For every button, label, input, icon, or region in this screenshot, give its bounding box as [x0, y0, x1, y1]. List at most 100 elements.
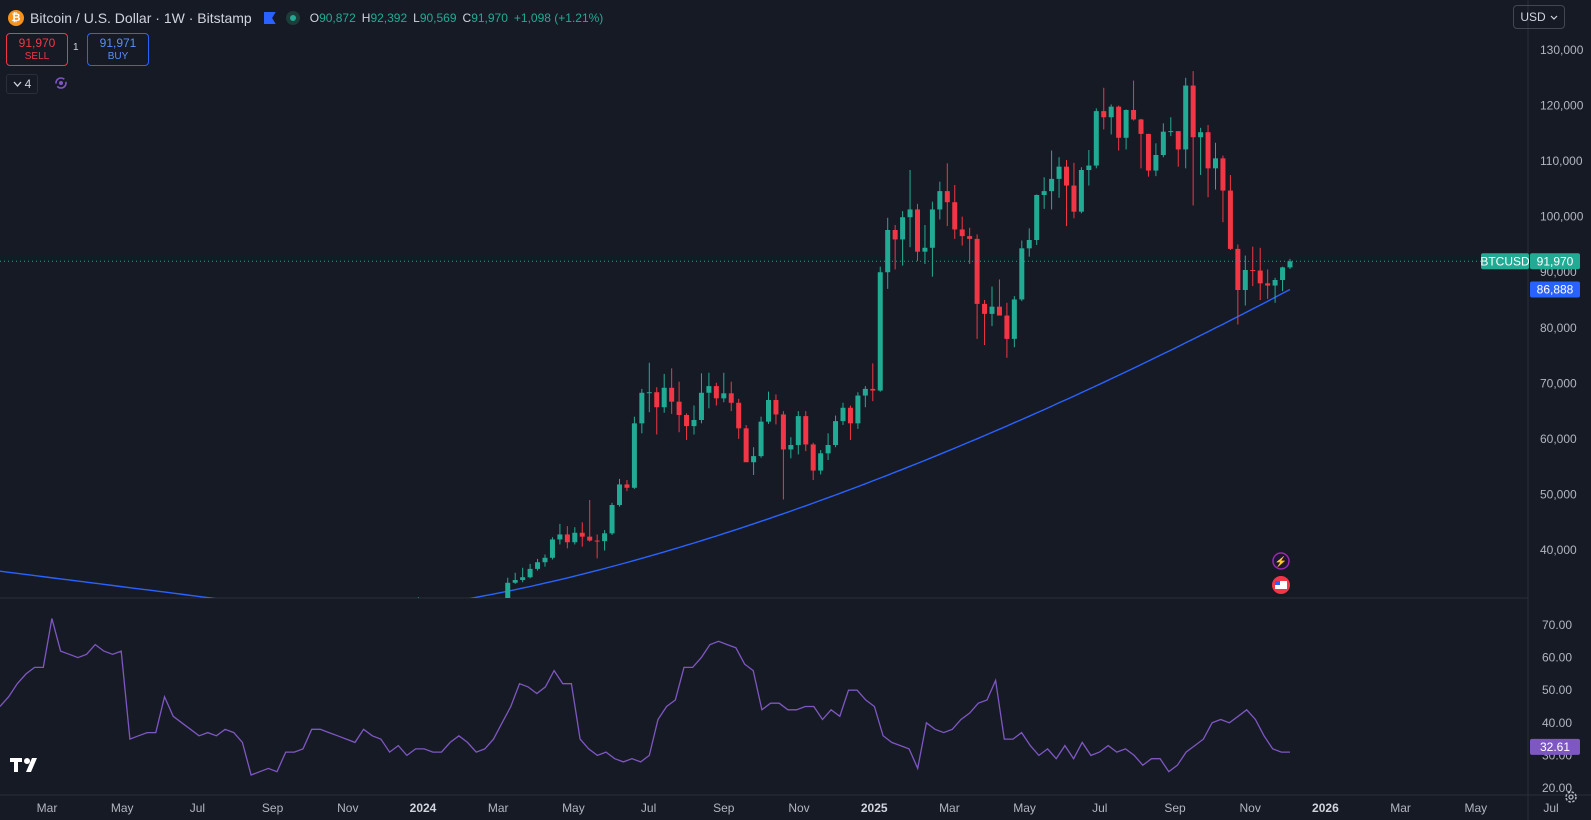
- rsi-pane[interactable]: [0, 618, 1290, 776]
- candle-body: [1175, 131, 1181, 150]
- low-key: L: [413, 11, 420, 25]
- candle-body: [1168, 131, 1174, 133]
- candle-body: [840, 407, 846, 422]
- candle-body: [356, 606, 361, 607]
- tradingview-logo-icon[interactable]: [10, 756, 42, 779]
- ma-value-tag-bg: [1530, 281, 1580, 298]
- candle-body: [379, 604, 384, 605]
- candle-body: [1265, 283, 1271, 286]
- candle-body: [386, 604, 391, 607]
- candle-body: [1056, 166, 1062, 179]
- candle-body: [609, 505, 615, 534]
- price-tick-label: 120,000: [1540, 99, 1584, 113]
- rsi-value-tag-bg: [1530, 738, 1580, 755]
- currency-button[interactable]: USD: [1513, 5, 1565, 29]
- candle-body: [341, 605, 346, 606]
- buy-label: BUY: [107, 50, 129, 62]
- symbol-tag: BTCUSD: [1480, 254, 1530, 268]
- time-tick-label: 2024: [410, 801, 437, 815]
- candle-body: [1093, 111, 1099, 166]
- candle-body: [1071, 185, 1077, 212]
- lightning-event-icon[interactable]: [1272, 552, 1290, 570]
- last-price-tag-bg: [1530, 253, 1580, 270]
- time-tick-label: Jul: [190, 801, 205, 815]
- candle-body: [401, 607, 406, 608]
- candle-body: [602, 533, 608, 542]
- candle-body: [922, 247, 928, 252]
- candle-body: [751, 456, 757, 463]
- flag-icon[interactable]: [263, 12, 276, 24]
- candle-body: [758, 421, 764, 457]
- high-key: H: [361, 11, 371, 25]
- price-tick-label: 110,000: [1540, 154, 1583, 168]
- candle-body: [1138, 119, 1144, 134]
- candle-body: [1198, 132, 1204, 138]
- candle-body: [974, 238, 980, 304]
- candle-body: [773, 400, 779, 415]
- candle-body: [1041, 191, 1047, 195]
- price-tick-label: 50,000: [1540, 487, 1577, 501]
- candle-body: [937, 191, 943, 210]
- market-status-icon[interactable]: [285, 11, 300, 25]
- candle-body: [1078, 170, 1084, 212]
- indicators-toggle[interactable]: 4: [6, 74, 38, 94]
- candle-body: [475, 617, 480, 625]
- candle-body: [676, 401, 682, 415]
- candle-body: [1101, 111, 1107, 118]
- candle-body: [1257, 270, 1263, 284]
- time-tick-label: Mar: [1390, 801, 1411, 815]
- time-tick-label: May: [1013, 801, 1036, 815]
- candle-body: [803, 416, 809, 445]
- candle-body: [617, 484, 622, 505]
- candle-body: [1213, 158, 1218, 169]
- sell-label: SELL: [24, 50, 50, 62]
- time-tick-label: Nov: [337, 801, 358, 815]
- time-tick-label: 2026: [1312, 801, 1339, 815]
- candle-body: [736, 402, 742, 429]
- low-value: 90,569: [419, 11, 457, 25]
- candle-body: [624, 484, 630, 488]
- candle-body: [453, 623, 458, 627]
- price-tick-label: 60,000: [1540, 432, 1577, 446]
- candle-body: [661, 387, 667, 408]
- candle-body: [885, 230, 891, 273]
- buy-button[interactable]: 91,971 BUY: [87, 33, 149, 66]
- rsi-value-tag: 32.61: [1540, 740, 1570, 754]
- candle-body: [989, 306, 995, 314]
- candle-body: [780, 414, 786, 450]
- candle-body: [959, 229, 965, 237]
- time-tick-label: 2025: [861, 801, 888, 815]
- chevron-down-icon: [13, 81, 22, 87]
- candle-body: [721, 393, 727, 399]
- symbol-title[interactable]: Bitcoin / U.S. Dollar · 1W · Bitstamp: [30, 10, 252, 26]
- lightning-glyph-icon: ⚡: [1275, 555, 1287, 568]
- candle-body: [1049, 178, 1055, 192]
- candle-body: [1019, 248, 1025, 300]
- flag-canton-icon: [1275, 581, 1280, 585]
- candle-body: [394, 608, 399, 609]
- sell-button[interactable]: 91,970 SELL: [6, 33, 68, 66]
- candle-body: [915, 209, 920, 252]
- candle-body: [766, 400, 771, 422]
- moving-average-line: [0, 288, 1291, 598]
- sync-icon[interactable]: [54, 76, 68, 90]
- candle-body: [572, 532, 578, 543]
- candle-body: [684, 415, 690, 427]
- candle-body: [1123, 110, 1129, 138]
- price-tick-label: 80,000: [1540, 321, 1577, 335]
- candle-body: [639, 392, 645, 424]
- price-axis[interactable]: 130,000120,000110,000100,00090,00080,000…: [1540, 43, 1584, 557]
- candle-body: [446, 627, 451, 628]
- event-icons[interactable]: ⚡: [1272, 552, 1290, 594]
- time-axis[interactable]: Mar May Jul Sep Nov 2024 Mar May Jul Sep Nov 2025 Ma…: [37, 801, 1559, 815]
- symbol-tag-bg: [1481, 253, 1529, 270]
- candle-body: [833, 421, 839, 445]
- candle-body: [512, 580, 518, 583]
- gear-icon[interactable]: [1563, 789, 1579, 805]
- candle-body: [631, 423, 637, 488]
- candle-body: [982, 303, 988, 314]
- candle-body: [1153, 155, 1159, 171]
- candle-body: [1011, 299, 1017, 339]
